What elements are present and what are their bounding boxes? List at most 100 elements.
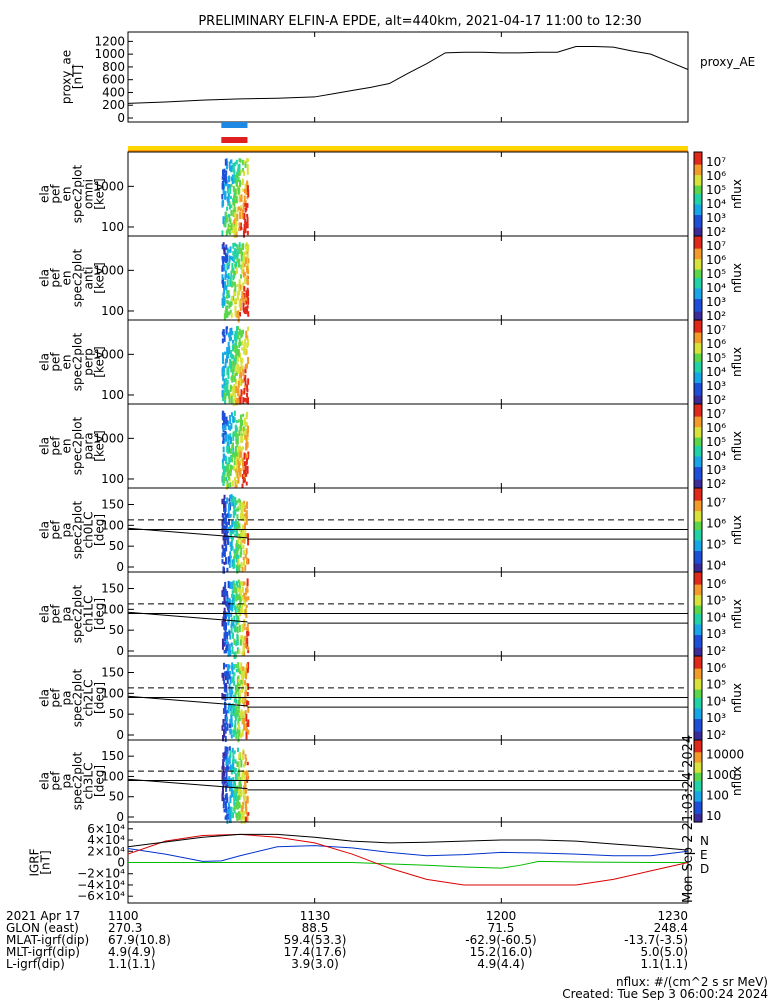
anti-spectrogram-pixel (224, 274, 227, 281)
ch3-y-tick-label: 50 (109, 790, 124, 804)
anti-spectrogram-pixel (237, 311, 240, 316)
ch1-colorbar-band (694, 645, 702, 649)
anti-spectrogram-pixel (232, 251, 235, 256)
ch1-spectrogram-pixel (239, 639, 242, 646)
footer-cell: 71.5 (488, 921, 515, 935)
ch1-colorbar-band (694, 632, 702, 636)
perp-spectrogram-pixel (223, 351, 226, 355)
perp-spectrogram-pixel (236, 349, 239, 356)
ch2-spectrogram-pixel (246, 668, 249, 673)
para-spectrogram-pixel (241, 419, 244, 427)
ch1-spectrogram-pixel (242, 644, 245, 653)
perp-spectrogram-pixel (235, 345, 238, 353)
perp-spectrogram-pixel (221, 338, 224, 344)
ch0-spectrogram-pixel (232, 495, 235, 503)
ch3-colorbar-band (694, 793, 702, 796)
ch1-spectrogram-pixel (245, 613, 248, 619)
footer-row-label: MLAT-igrf(dip) (6, 933, 89, 947)
perp-spectrogram-pixel (223, 335, 226, 342)
ch2-spectrogram-pixel (245, 667, 248, 676)
ch3-spectrogram-pixel (221, 786, 224, 795)
ch2-spectrogram-pixel (235, 699, 238, 704)
ch1-y-tick-label: 150 (101, 582, 124, 596)
ch1-spectrogram-pixel (233, 583, 236, 589)
ch2-spectrogram-pixel (239, 732, 242, 739)
perp-spectrogram-pixel (224, 362, 227, 369)
ch0-spectrogram-pixel (237, 535, 240, 544)
perp-spectrogram-pixel (231, 375, 234, 382)
ch2-colorbar-band (694, 683, 702, 686)
ch2-spectrogram-pixel (239, 699, 242, 703)
para-colorbar-band (694, 418, 702, 422)
ch2-spectrogram-pixel (233, 705, 236, 712)
anti-spectrogram-pixel (226, 247, 229, 255)
plot-title: PRELIMINARY ELFIN-A EPDE, alt=440km, 202… (198, 14, 641, 29)
ch3-spectrogram-pixel (244, 802, 247, 811)
para-spectrogram-pixel (245, 453, 248, 458)
ch0-spectrogram-pixel (243, 526, 246, 531)
ch2-colorbar-band (694, 735, 702, 739)
ch0-spectrogram-pixel (221, 528, 224, 533)
ch3-spectrogram-pixel (238, 761, 241, 769)
omni-spectrogram-pixel (224, 177, 227, 184)
para-spectrogram-pixel (238, 453, 241, 460)
omni-spectrogram-pixel (234, 224, 237, 233)
igrf-component-label: E (700, 848, 708, 862)
anti-colorbar-band (694, 313, 702, 317)
para-spectrogram-pixel (244, 428, 247, 435)
ch2-spectrogram-pixel (241, 673, 244, 681)
ch1-colorbar-band (694, 614, 702, 617)
perp-colorbar-band (694, 334, 702, 338)
perp-spectrogram-pixel (234, 342, 237, 347)
ch1-colorbar-band (694, 609, 702, 613)
anti-spectrogram-pixel (223, 313, 226, 321)
ch3-spectrogram-pixel (230, 814, 233, 819)
perp-spectrogram-pixel (234, 345, 237, 353)
ch2-spectrogram-pixel (238, 715, 241, 722)
footer-cell: 67.9(10.8) (108, 933, 171, 947)
perp-spectrogram-pixel (221, 331, 224, 335)
anti-spectrogram-pixel (225, 274, 228, 279)
ch3-spectrogram-pixel (231, 759, 234, 764)
igrf-y-tick-label: 0 (117, 856, 125, 870)
ch2-colorbar-band (694, 660, 702, 663)
perp-spectrogram-pixel (229, 384, 232, 392)
ch3-spectrogram-pixel (239, 813, 242, 817)
ch2-spectrogram-pixel (232, 708, 235, 713)
ch0-colorbar-band (694, 559, 702, 563)
ch2-spectrogram-pixel (235, 663, 238, 669)
footer-cell: 248.4 (654, 921, 688, 935)
ch1-colorbar-band (694, 601, 702, 605)
omni-spectrogram-pixel (237, 187, 240, 195)
anti-colorbar-band (694, 301, 702, 304)
anti-spectrogram-pixel (242, 296, 245, 303)
perp-y-tick-label: 1000 (93, 347, 124, 361)
ch3-colorbar-band (694, 791, 702, 794)
ch1-colorbar-band (694, 595, 702, 598)
ch0-colorbar-band (694, 490, 702, 493)
ch3-colorbar-units-label: nflux (730, 766, 744, 796)
perp-spectrogram-pixel (237, 389, 240, 397)
perp-spectrogram-pixel (239, 341, 242, 347)
ch2-spectrogram-pixel (238, 730, 241, 737)
perp-colorbar-band (694, 341, 702, 344)
omni-spectrogram-pixel (238, 179, 241, 187)
omni-spectrogram-pixel (235, 159, 238, 165)
ch3-spectrogram-pixel (223, 808, 226, 813)
omni-spectrogram-pixel (224, 158, 227, 166)
ch2-spectrogram-pixel (237, 678, 240, 683)
igrf-side-stamp-text: Mon Sep 2 21:03:24 2024 (681, 735, 696, 903)
ch0-spectrogram-pixel (235, 543, 238, 547)
anti-spectrogram-pixel (246, 249, 249, 256)
ch3-spectrogram-pixel (230, 769, 233, 775)
perp-colorbar-band (694, 380, 702, 384)
perp-spectrogram-pixel (227, 389, 230, 394)
perp-colorbar-band (694, 397, 702, 401)
ch2-ylabel-line: pa (60, 691, 74, 706)
ch3-spectrogram-pixel (226, 782, 229, 788)
anti-spectrogram-pixel (247, 258, 250, 264)
para-spectrogram-pixel (222, 467, 225, 473)
ch0-spectrogram-pixel (224, 535, 227, 540)
ch1-spectrogram-pixel (240, 603, 243, 612)
ch2-spectrogram-pixel (223, 729, 226, 736)
